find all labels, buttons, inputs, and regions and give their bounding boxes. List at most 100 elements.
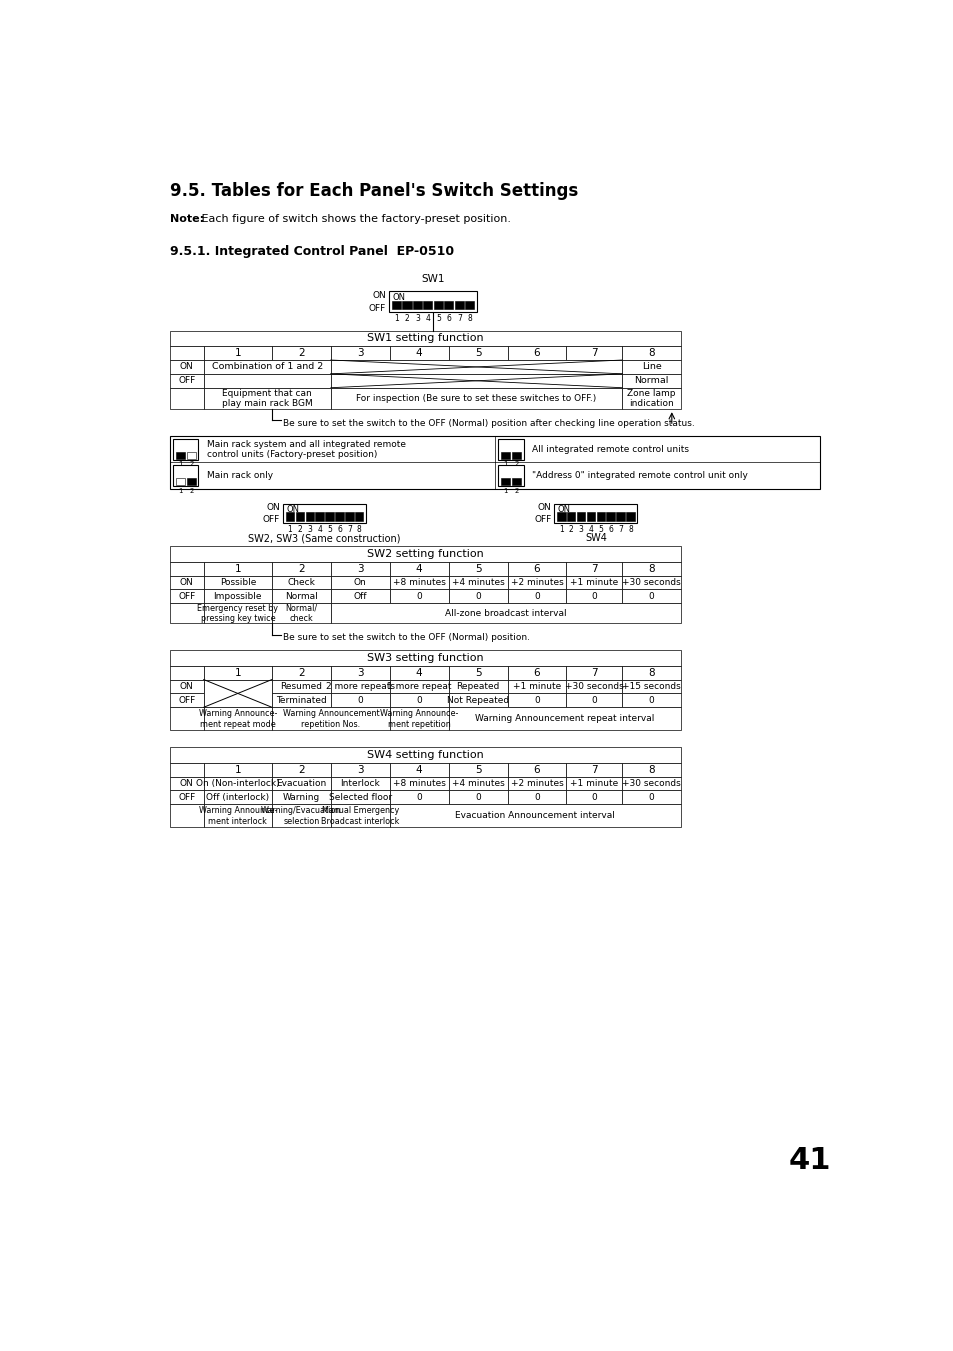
Bar bbox=[286, 512, 294, 520]
Text: Manual Emergency
Broadcast interlock: Manual Emergency Broadcast interlock bbox=[321, 807, 399, 825]
Text: 5: 5 bbox=[327, 526, 332, 534]
Bar bbox=[331, 666, 390, 680]
Text: For inspection (Be sure to set these switches to OFF.): For inspection (Be sure to set these swi… bbox=[356, 394, 596, 403]
Text: ON: ON bbox=[179, 362, 193, 372]
Bar bbox=[204, 346, 272, 359]
Text: 41: 41 bbox=[788, 1147, 831, 1175]
Text: 1: 1 bbox=[234, 667, 241, 678]
Text: SW4: SW4 bbox=[584, 534, 606, 543]
Bar bbox=[176, 478, 185, 485]
Text: 7: 7 bbox=[591, 765, 597, 774]
Bar bbox=[204, 804, 272, 827]
Text: 0: 0 bbox=[648, 592, 654, 601]
Bar bbox=[173, 465, 198, 486]
Bar bbox=[621, 693, 680, 708]
Text: Not Repeated: Not Repeated bbox=[447, 696, 509, 705]
Text: 2: 2 bbox=[189, 462, 193, 467]
Bar bbox=[170, 604, 204, 623]
Text: 7: 7 bbox=[591, 563, 597, 574]
Text: 5: 5 bbox=[436, 315, 440, 323]
Text: 8: 8 bbox=[467, 315, 472, 323]
Text: Be sure to set the switch to the OFF (Normal) position after checking line opera: Be sure to set the switch to the OFF (No… bbox=[282, 419, 694, 427]
Bar bbox=[283, 504, 366, 523]
Bar bbox=[204, 790, 272, 804]
Bar bbox=[507, 693, 566, 708]
Text: 3: 3 bbox=[415, 315, 419, 323]
Bar bbox=[331, 693, 390, 708]
Bar bbox=[566, 576, 621, 589]
Text: 8: 8 bbox=[648, 765, 655, 774]
Bar bbox=[566, 790, 621, 804]
Text: 5: 5 bbox=[598, 526, 602, 534]
Text: Warning/Evacuation
selection: Warning/Evacuation selection bbox=[261, 807, 341, 825]
Text: Normal: Normal bbox=[285, 592, 317, 601]
Text: ON: ON bbox=[557, 505, 570, 513]
Text: SW1 setting function: SW1 setting function bbox=[367, 334, 483, 343]
Bar bbox=[512, 451, 520, 458]
Text: 5: 5 bbox=[475, 349, 481, 358]
Text: Off (interlock): Off (interlock) bbox=[206, 793, 269, 802]
Text: Possible: Possible bbox=[219, 578, 255, 588]
Text: 4: 4 bbox=[588, 526, 593, 534]
Text: 7: 7 bbox=[591, 349, 597, 358]
Bar bbox=[331, 388, 621, 409]
Text: 0: 0 bbox=[591, 592, 597, 601]
Text: Be sure to set the switch to the OFF (Normal) position.: Be sure to set the switch to the OFF (No… bbox=[282, 632, 529, 642]
Text: +4 minutes: +4 minutes bbox=[451, 578, 504, 588]
Text: Warning Announce-
ment repetition: Warning Announce- ment repetition bbox=[379, 709, 457, 728]
Bar bbox=[204, 604, 272, 623]
Text: 8: 8 bbox=[648, 563, 655, 574]
Text: Main rack system and all integrated remote
control units (Factory-preset positio: Main rack system and all integrated remo… bbox=[207, 439, 405, 459]
Bar bbox=[566, 512, 575, 520]
Text: 1: 1 bbox=[503, 488, 507, 493]
Text: Main rack only: Main rack only bbox=[207, 471, 273, 480]
Bar bbox=[331, 680, 390, 693]
Text: 4: 4 bbox=[416, 765, 422, 774]
Bar bbox=[423, 301, 432, 309]
Bar bbox=[507, 576, 566, 589]
Bar bbox=[325, 512, 334, 520]
Text: 4: 4 bbox=[425, 315, 430, 323]
Text: 6: 6 bbox=[446, 315, 451, 323]
Text: +8 minutes: +8 minutes bbox=[393, 578, 445, 588]
Bar bbox=[204, 562, 272, 576]
Bar bbox=[355, 512, 363, 520]
Text: 1: 1 bbox=[234, 563, 241, 574]
Text: ON: ON bbox=[392, 293, 405, 301]
Text: 2: 2 bbox=[189, 488, 193, 493]
Bar bbox=[616, 512, 624, 520]
Text: Warning: Warning bbox=[282, 793, 319, 802]
Bar bbox=[448, 680, 507, 693]
Text: Emergency reset by
pressing key twice: Emergency reset by pressing key twice bbox=[197, 604, 278, 623]
Text: 2: 2 bbox=[568, 526, 573, 534]
Text: 1: 1 bbox=[288, 526, 293, 534]
Bar bbox=[621, 562, 680, 576]
Text: 1: 1 bbox=[234, 349, 241, 358]
Text: 0: 0 bbox=[416, 592, 421, 601]
Bar bbox=[554, 504, 637, 523]
Text: 1: 1 bbox=[503, 462, 507, 467]
Bar bbox=[272, 666, 331, 680]
Text: SW4 setting function: SW4 setting function bbox=[367, 750, 483, 761]
Bar bbox=[566, 777, 621, 790]
Text: ON: ON bbox=[179, 682, 193, 690]
Text: 1: 1 bbox=[558, 526, 563, 534]
Text: 2: 2 bbox=[404, 315, 409, 323]
Bar bbox=[507, 777, 566, 790]
Text: 0: 0 bbox=[475, 793, 480, 802]
Bar bbox=[390, 680, 448, 693]
Text: 0: 0 bbox=[648, 793, 654, 802]
Bar bbox=[507, 666, 566, 680]
Bar bbox=[331, 562, 390, 576]
Text: 0: 0 bbox=[416, 793, 421, 802]
Text: 0: 0 bbox=[534, 793, 539, 802]
Text: 6: 6 bbox=[533, 349, 539, 358]
Text: 5: 5 bbox=[475, 765, 481, 774]
Bar bbox=[566, 680, 621, 693]
Bar bbox=[331, 346, 390, 359]
Bar bbox=[170, 346, 204, 359]
Bar bbox=[272, 589, 331, 604]
Bar bbox=[390, 589, 448, 604]
Bar bbox=[305, 512, 314, 520]
Bar bbox=[606, 512, 615, 520]
